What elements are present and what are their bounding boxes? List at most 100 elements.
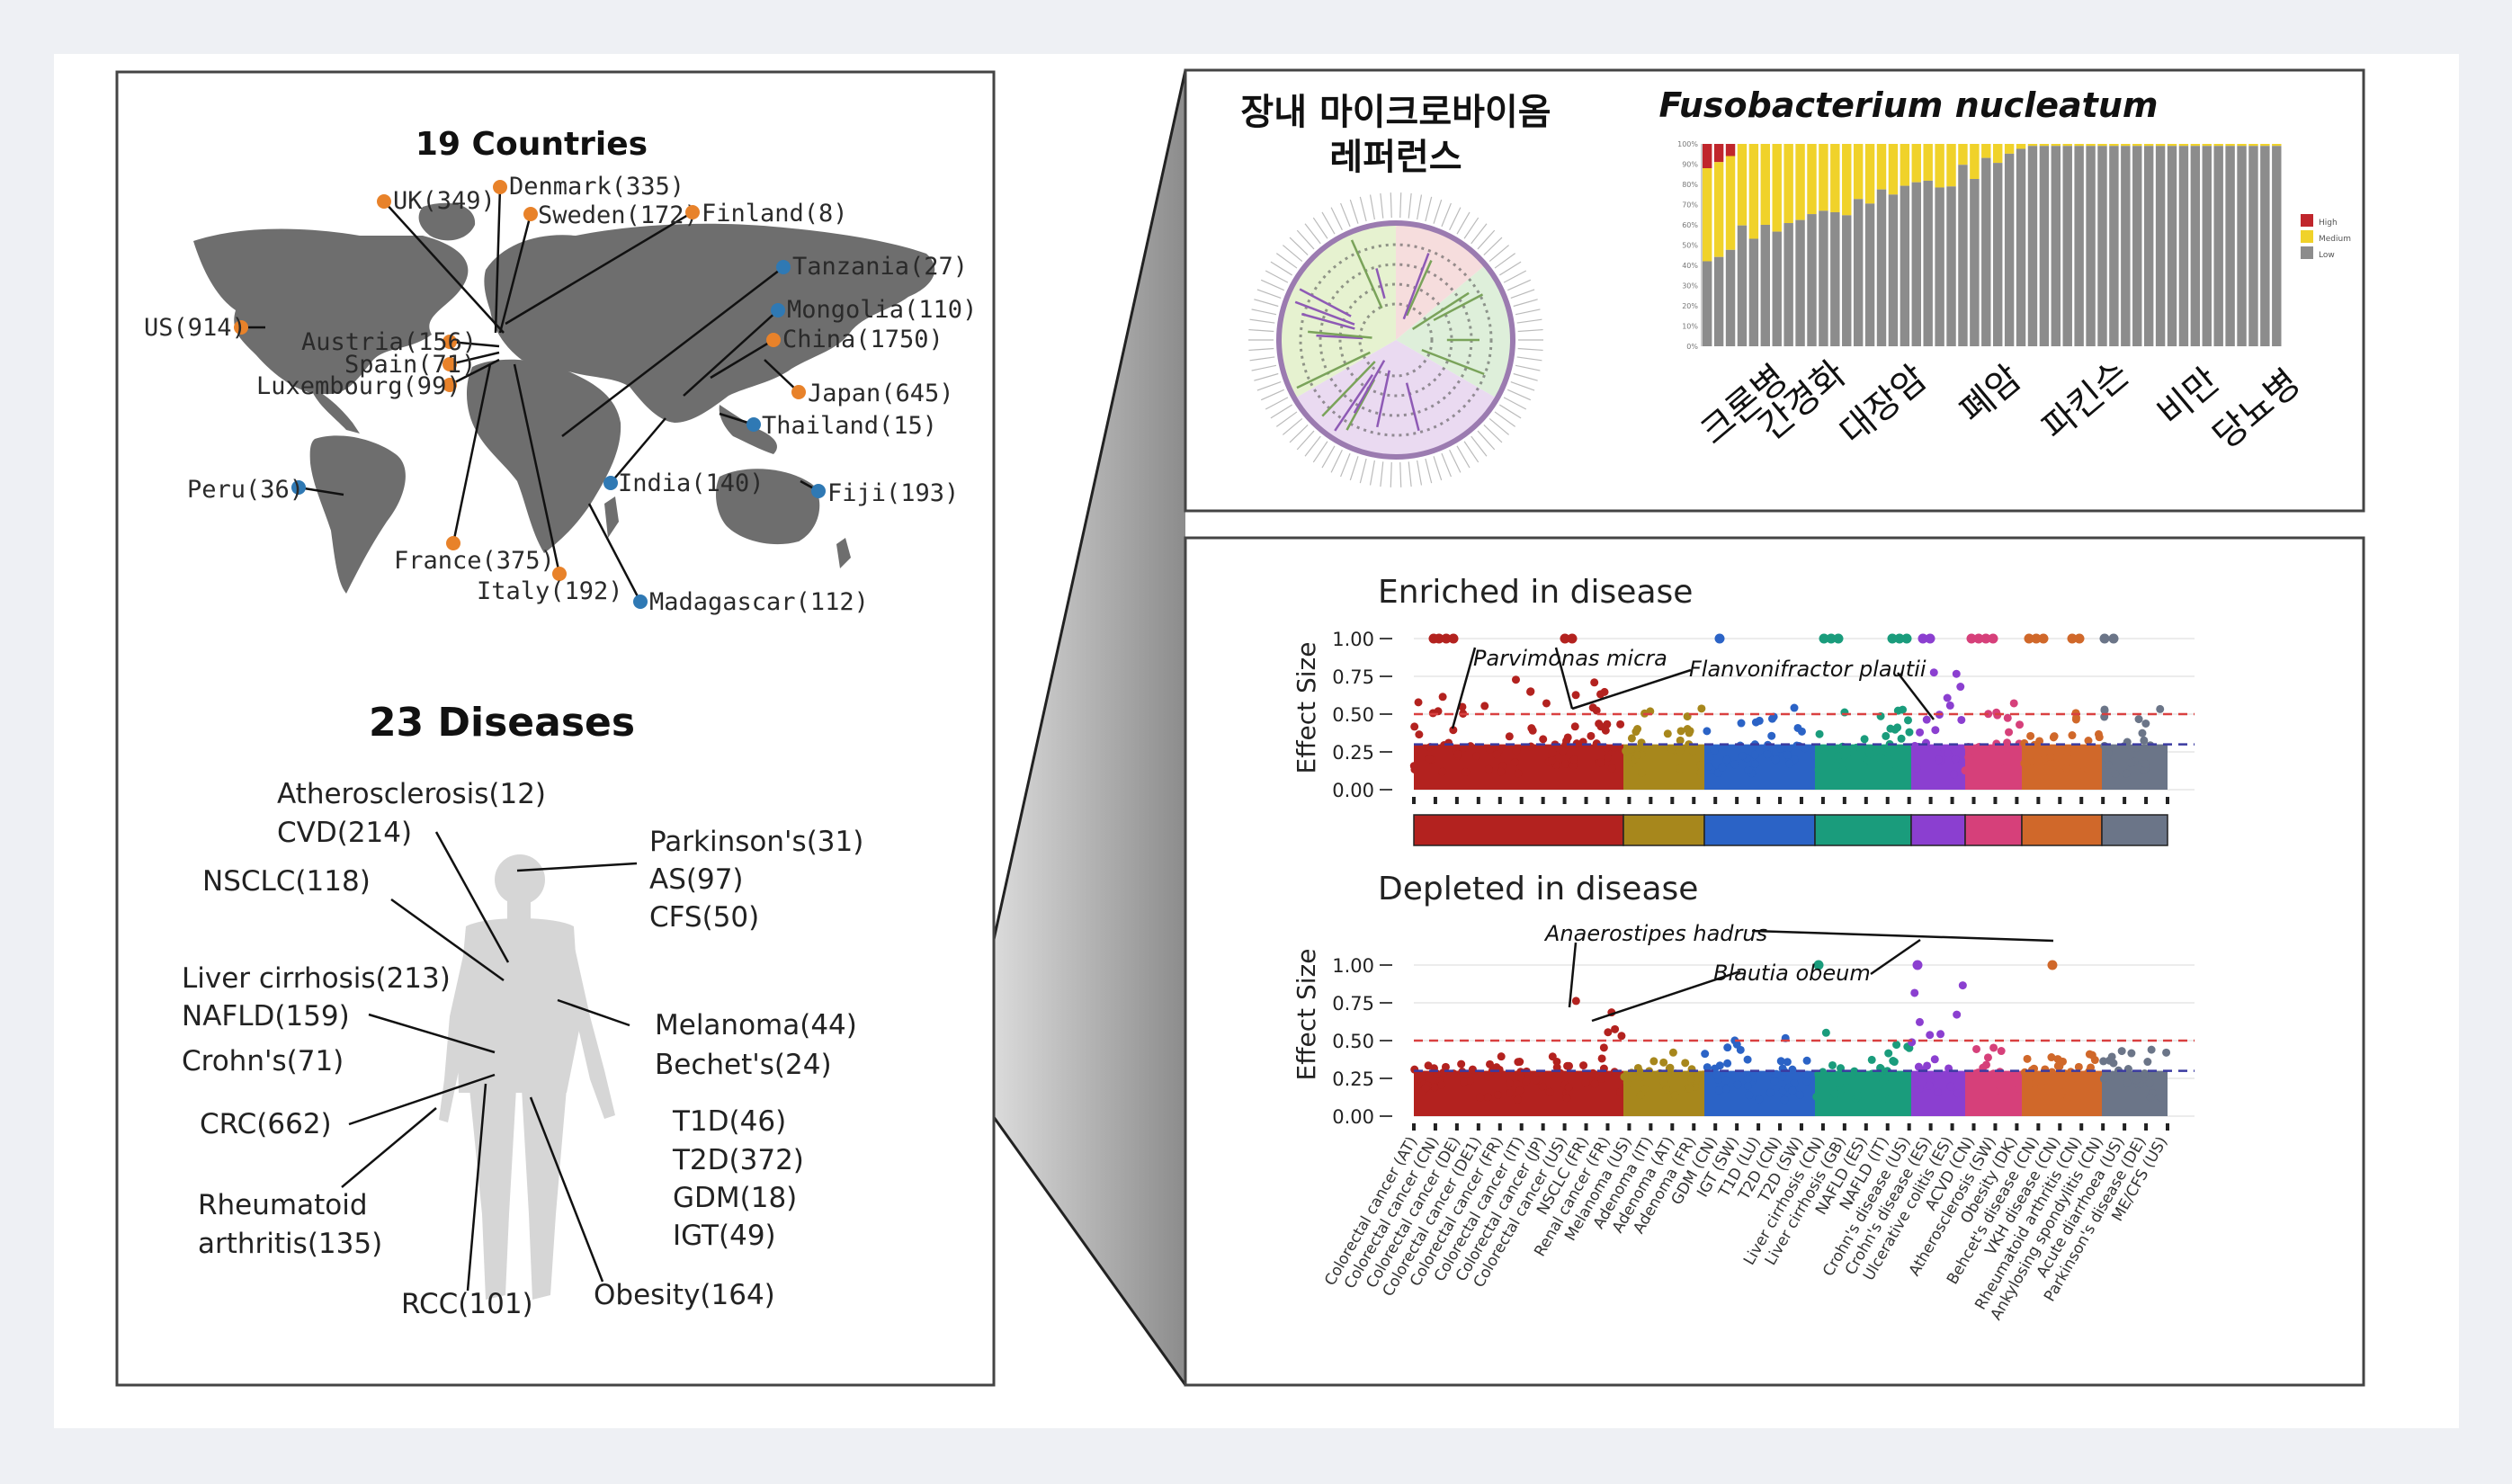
tree-leaf-label xyxy=(1488,245,1510,263)
data-point xyxy=(2146,1093,2155,1102)
y-tick-label: 0.75 xyxy=(1332,666,1374,688)
data-point xyxy=(2084,737,2093,746)
tree-leaf-label xyxy=(1282,245,1303,263)
country-label: UK(349) xyxy=(393,187,496,215)
group-strip xyxy=(1623,814,1705,846)
data-point xyxy=(1441,1062,1450,1071)
fuso-bar-segment xyxy=(1876,144,1887,190)
country-markers: UK(349) Denmark(335) Sweden(172) Finland… xyxy=(144,173,977,616)
top-data-point xyxy=(2047,960,2058,970)
data-point xyxy=(1510,758,1519,767)
data-point xyxy=(2126,758,2135,767)
tree-leaf-label xyxy=(1408,461,1412,487)
annotation-parvimonas: Parvimonas micra xyxy=(1473,646,1667,671)
x-tick xyxy=(1971,1123,1976,1131)
data-point xyxy=(1493,1090,1502,1099)
fuso-bar-segment xyxy=(2237,144,2247,147)
y-tick-label: 0.50 xyxy=(1332,1031,1374,1052)
data-point xyxy=(2020,1068,2029,1077)
tree-branch xyxy=(1405,260,1433,317)
y-tick-label: 0.00 xyxy=(1332,780,1374,801)
tree-leaf-label xyxy=(1380,461,1384,487)
fuso-bar-segment xyxy=(2225,144,2235,147)
data-point xyxy=(1783,745,1792,754)
group-strip xyxy=(1964,814,2023,846)
fuso-bar-segment xyxy=(1807,214,1817,346)
tree-leaf-label xyxy=(1515,308,1541,316)
fuso-y-tick: 90% xyxy=(1682,161,1698,169)
tree-leaf-label xyxy=(1380,192,1384,219)
country-label: Tanzania(27) xyxy=(792,253,968,281)
country-label: Austria(156) xyxy=(301,328,477,356)
x-tick xyxy=(1584,1123,1588,1131)
fuso-y-tick: 60% xyxy=(1682,221,1698,229)
data-point xyxy=(2100,741,2109,750)
disease-diagram: 23 Diseases Atherosclerosis(12) CVD(214)… xyxy=(182,700,863,1320)
data-point xyxy=(1670,1091,1679,1100)
group-strip xyxy=(1814,814,1912,846)
data-point xyxy=(2050,732,2059,741)
fuso-bar-segment xyxy=(1760,224,1771,346)
data-point xyxy=(1890,1058,1899,1067)
data-point xyxy=(1511,675,1520,684)
country-label: Sweden(172) xyxy=(538,201,699,229)
manhattan-panel xyxy=(1184,536,2365,1387)
tree-leaf-label xyxy=(1471,223,1488,245)
depleted-ylabel: Effect Size xyxy=(1292,949,1321,1081)
data-point xyxy=(1687,1065,1696,1074)
data-point xyxy=(1802,1056,1811,1065)
data-point xyxy=(1414,698,1423,707)
data-point xyxy=(1512,746,1521,755)
data-point xyxy=(1472,752,1481,761)
data-point xyxy=(1755,746,1764,755)
data-point xyxy=(1831,1089,1840,1098)
tree-leaf-label xyxy=(1312,441,1328,463)
data-point xyxy=(1632,750,1641,759)
tree-leaf-label xyxy=(1304,223,1321,245)
data-point xyxy=(1571,997,1580,1006)
x-tick xyxy=(1541,1123,1545,1131)
tree-leaf-label xyxy=(1254,372,1279,381)
data-point xyxy=(2004,751,2013,760)
data-point xyxy=(2003,738,2012,747)
x-tick xyxy=(2144,1123,2149,1131)
data-point xyxy=(1819,1068,1828,1077)
x-tick xyxy=(1497,1123,1502,1131)
disease-label: GDM(18) xyxy=(673,1182,797,1214)
data-point xyxy=(2062,764,2071,773)
data-point xyxy=(1545,1087,1554,1096)
data-point xyxy=(2006,1090,2015,1099)
x-tick xyxy=(1799,797,1803,804)
tree-leaf-label xyxy=(1506,279,1532,291)
fuso-bar-segment xyxy=(2097,144,2107,147)
fuso-bar-segment xyxy=(1842,144,1852,216)
data-point xyxy=(1590,678,1599,687)
tree-leaf-label xyxy=(1312,217,1328,239)
fuso-bar-segment xyxy=(1993,163,2003,346)
fuso-bar-segment xyxy=(2004,153,2015,346)
data-point xyxy=(2117,1047,2126,1056)
tree-leaf-label xyxy=(1340,202,1351,228)
tree-branch xyxy=(1316,334,1363,340)
data-point xyxy=(1837,1086,1846,1095)
fuso-bar-segment xyxy=(1713,256,1724,346)
data-point xyxy=(1852,743,1861,752)
data-point xyxy=(1587,731,1596,740)
fuso-bar-segment xyxy=(1725,156,1736,250)
fuso-bar-segment xyxy=(2260,146,2270,346)
country-label: US(914) xyxy=(144,314,246,342)
data-point xyxy=(1867,1055,1876,1064)
top-data-point xyxy=(1448,633,1459,644)
tree-leaf-label xyxy=(1390,461,1392,487)
fuso-bar-segment xyxy=(2027,144,2038,147)
data-point xyxy=(1636,1073,1645,1082)
x-tick xyxy=(1928,1123,1933,1131)
data-point xyxy=(1882,731,1891,740)
data-point xyxy=(1564,1083,1573,1092)
fuso-bar-segment xyxy=(1981,157,1991,346)
central-america-shape xyxy=(310,387,360,434)
fuso-bar-segment xyxy=(1737,144,1748,226)
disease-leader-lines xyxy=(341,831,638,1292)
fuso-bar-segment xyxy=(2016,148,2026,346)
data-point xyxy=(1783,750,1792,759)
